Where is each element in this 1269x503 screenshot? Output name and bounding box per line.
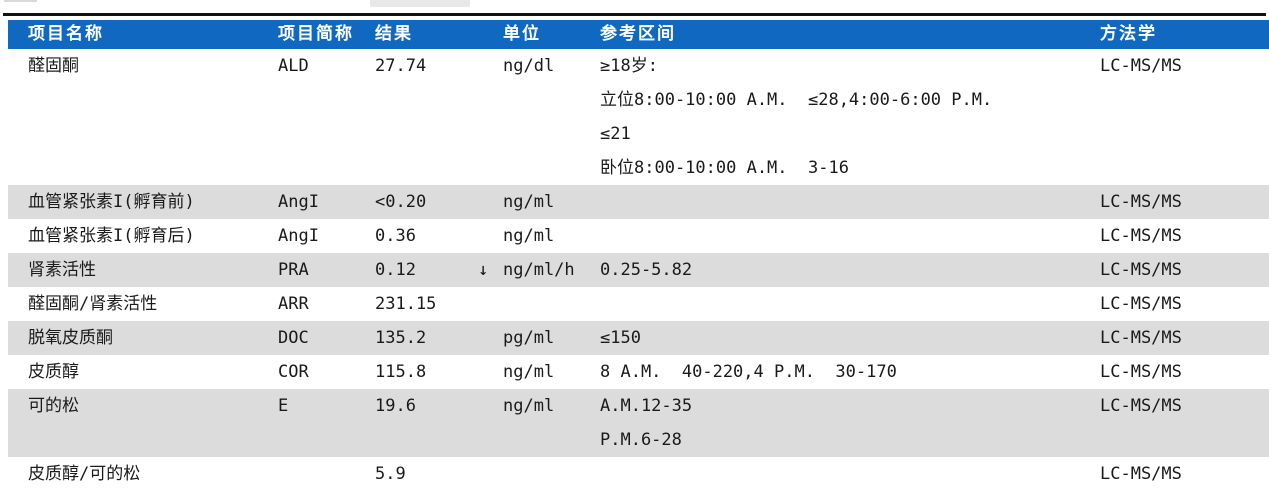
table-row: 脱氧皮质酮 DOC 135.2 pg/ml ≤150 LC-MS/MS (8, 321, 1269, 355)
item-name-cell: 醛固酮/肾素活性 (28, 294, 158, 314)
result-value-cell: 231.15 (375, 294, 437, 314)
column-header-methodology: 方法学 (1100, 24, 1157, 44)
item-abbr-cell: E (278, 396, 289, 416)
reference-range-line: 立位8:00-10:00 A.M. ≤28,4:00-6:00 P.M. (600, 90, 993, 110)
methodology-cell: LC-MS/MS (1100, 362, 1182, 382)
result-value-cell: 0.36 (375, 226, 416, 246)
item-abbr-cell: COR (278, 362, 309, 382)
result-value-cell: <0.20 (375, 192, 427, 212)
unit-cell: ng/ml/h (503, 260, 575, 280)
reference-range-cell: ≤150 (600, 321, 1100, 355)
reference-range-line: 卧位8:00-10:00 A.M. 3-16 (600, 158, 849, 178)
table-body: 醛固酮 ALD 27.74 ng/dl ≥18岁: 立位8:00-10:00 A.… (8, 49, 1269, 503)
item-abbr-cell: DOC (278, 328, 309, 348)
methodology-cell: LC-MS/MS (1100, 328, 1182, 348)
result-value-cell: 135.2 (375, 328, 427, 348)
table-row: 血管紧张素I(孵育前) AngI <0.20 ng/ml LC-MS/MS (8, 185, 1269, 219)
methodology-cell: LC-MS/MS (1100, 464, 1182, 484)
table-row: 可的松 E 19.6 ng/ml A.M.12-35 P.M.6-28 LC-MS… (8, 389, 1269, 457)
item-name-cell: 可的松 (28, 396, 79, 416)
reference-range-cell: A.M.12-35 P.M.6-28 (600, 389, 1100, 457)
item-name-cell: 脱氧皮质酮 (28, 328, 113, 348)
reference-range-line: P.M.6-28 (600, 430, 682, 450)
reference-range-line: A.M.12-35 (600, 396, 693, 416)
result-value-cell: 115.8 (375, 362, 427, 382)
item-name-cell: 肾素活性 (28, 260, 96, 280)
column-header-item-abbr: 项目简称 (278, 24, 354, 44)
reference-range-cell: 8 A.M. 40-220,4 P.M. 30-170 (600, 355, 1100, 389)
column-header-reference-range: 参考区间 (600, 24, 676, 44)
table-row: 肾素活性 PRA 0.12 ↓ ng/ml/h 0.25-5.82 LC-MS/… (8, 253, 1269, 287)
table-row: 醛固酮 ALD 27.74 ng/dl ≥18岁: 立位8:00-10:00 A.… (8, 49, 1269, 185)
methodology-cell: LC-MS/MS (1100, 396, 1182, 416)
result-value-cell: 27.74 (375, 56, 427, 76)
methodology-cell: LC-MS/MS (1100, 260, 1182, 280)
item-abbr-cell: AngI (278, 192, 319, 212)
reference-range-line: ≤21 (600, 124, 631, 144)
item-name-cell: 血管紧张素I(孵育后) (28, 226, 195, 246)
reference-range-line: ≥18岁: (600, 56, 658, 76)
low-flag-arrow-icon: ↓ (478, 260, 489, 280)
item-abbr-cell: ARR (278, 294, 309, 314)
table-row: 血管紧张素I(孵育后) AngI 0.36 ng/ml LC-MS/MS (8, 219, 1269, 253)
item-abbr-cell: AngI (278, 226, 319, 246)
cropped-ui-fragment-left (4, 0, 37, 2)
unit-cell: ng/dl (503, 56, 555, 76)
column-header-result: 结果 (375, 24, 413, 44)
reference-range-line: 8 A.M. 40-220,4 P.M. 30-170 (600, 362, 897, 382)
column-header-unit: 单位 (503, 24, 541, 44)
table-top-rule (3, 13, 1266, 16)
column-header-item-name: 项目名称 (28, 24, 104, 44)
reference-range-cell: ≥18岁: 立位8:00-10:00 A.M. ≤28,4:00-6:00 P.M… (600, 49, 1100, 185)
table-row: 皮质醇 COR 115.8 ng/ml 8 A.M. 40-220,4 P.M.… (8, 355, 1269, 389)
unit-cell: pg/ml (503, 328, 555, 348)
unit-cell: ng/ml (503, 396, 555, 416)
item-abbr-cell: PRA (278, 260, 309, 280)
item-name-cell: 醛固酮 (28, 56, 79, 76)
unit-cell: ng/ml (503, 362, 555, 382)
table-row: 醛固酮/肾素活性 ARR 231.15 LC-MS/MS (8, 287, 1269, 321)
reference-range-cell: 0.25-5.82 (600, 253, 1100, 287)
result-value-cell: 0.12 (375, 260, 416, 280)
cropped-ui-fragment-center (370, 0, 470, 7)
table-header-row: 项目名称 项目简称 结果 单位 参考区间 方法学 (8, 20, 1269, 49)
item-name-cell: 皮质醇/可的松 (28, 464, 141, 484)
result-value-cell: 19.6 (375, 396, 416, 416)
item-name-cell: 皮质醇 (28, 362, 79, 382)
methodology-cell: LC-MS/MS (1100, 294, 1182, 314)
table-row: 皮质醇/可的松 5.9 LC-MS/MS (8, 457, 1269, 491)
methodology-cell: LC-MS/MS (1100, 56, 1182, 76)
result-value-cell: 5.9 (375, 464, 406, 484)
unit-cell: ng/ml (503, 192, 555, 212)
item-abbr-cell: ALD (278, 56, 309, 76)
reference-range-line: ≤150 (600, 328, 641, 348)
item-name-cell: 血管紧张素I(孵育前) (28, 192, 195, 212)
unit-cell: ng/ml (503, 226, 555, 246)
methodology-cell: LC-MS/MS (1100, 226, 1182, 246)
reference-range-line: 0.25-5.82 (600, 260, 693, 280)
methodology-cell: LC-MS/MS (1100, 192, 1182, 212)
